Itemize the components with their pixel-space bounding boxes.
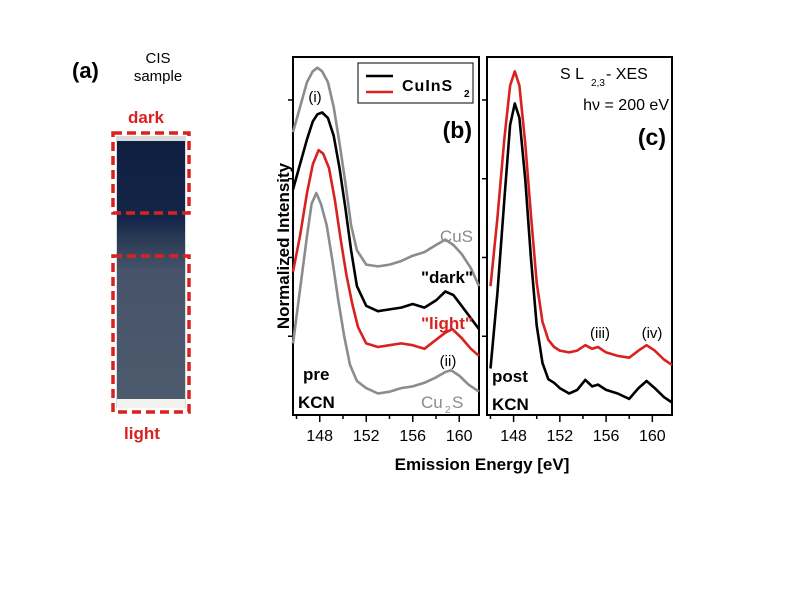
peak-annotation-iii: (iii)	[590, 325, 610, 342]
legend-label-subscript: 2	[464, 89, 470, 100]
peak-annotation-i: (i)	[308, 89, 321, 106]
plot-frame	[486, 56, 673, 416]
dark-region-label: dark	[128, 108, 164, 127]
sample-uncoated-edge	[117, 399, 185, 408]
legend-box	[357, 62, 474, 104]
series-line-light	[291, 148, 480, 357]
x-tick-label: 160	[639, 428, 666, 445]
y-axis-label: Normalized Intensity	[274, 162, 293, 329]
sample-title-line1: CIS	[145, 50, 171, 67]
panel-label: (b)	[443, 117, 472, 143]
spectroscopy-label: S L	[560, 66, 584, 83]
x-tick-label: 152	[546, 428, 573, 445]
series-label-cu2s-main: Cu	[421, 393, 443, 412]
series-label-dark: "dark"	[421, 268, 473, 287]
sample-title: CIS sample	[123, 50, 193, 86]
corner-label-line2: KCN	[298, 393, 335, 412]
legend: CuInS 2	[357, 62, 474, 104]
plot-frame	[292, 56, 480, 416]
series-label-light: "light"	[421, 314, 473, 333]
x-tick-label: 148	[500, 428, 527, 445]
excitation-energy-label: hν = 200 eV	[583, 97, 669, 114]
x-tick-label: 156	[593, 428, 620, 445]
sample-title-line2: sample	[133, 68, 183, 85]
series-line-cus	[291, 66, 481, 287]
peak-annotation-iv: (iv)	[642, 325, 663, 342]
x-tick-label: 148	[306, 428, 333, 445]
corner-label-line1: pre	[303, 365, 329, 384]
sample-film	[117, 141, 185, 399]
series-label-cus: CuS	[440, 227, 473, 246]
sample-photo	[111, 131, 191, 414]
dark-region-box	[111, 131, 191, 215]
x-tick-label: 160	[446, 428, 473, 445]
light-region-label: light	[124, 424, 160, 443]
series-line-dark	[291, 111, 481, 330]
series-label-cu2s-tail: S	[452, 393, 463, 412]
x-axis-label: Emission Energy [eV]	[395, 455, 570, 474]
x-tick-label: 152	[353, 428, 380, 445]
corner-label-line2: KCN	[492, 395, 529, 414]
legend-label: CuInS	[402, 78, 453, 95]
corner-label-line1: post	[492, 367, 528, 386]
spectroscopy-label-subscript: 2,3	[591, 78, 605, 89]
panel-a-label: (a)	[72, 58, 99, 83]
series-line-cuins2-light-post-kcn-	[489, 70, 673, 366]
light-region-box	[111, 254, 191, 414]
panel-label: (c)	[638, 124, 666, 150]
x-tick-label: 156	[399, 428, 426, 445]
spectroscopy-label-tail: - XES	[606, 66, 648, 83]
series-label-cu2s-sub: 2	[445, 405, 451, 416]
panel-c: 148 152 156 160 S L 2,3 - XES hν = 200 eV (c) (i…	[482, 56, 673, 445]
series-line-cuins2-dark-post-kcn-	[489, 102, 673, 404]
series-line-cu2s	[291, 191, 480, 395]
peak-annotation-ii: (ii)	[440, 353, 457, 370]
